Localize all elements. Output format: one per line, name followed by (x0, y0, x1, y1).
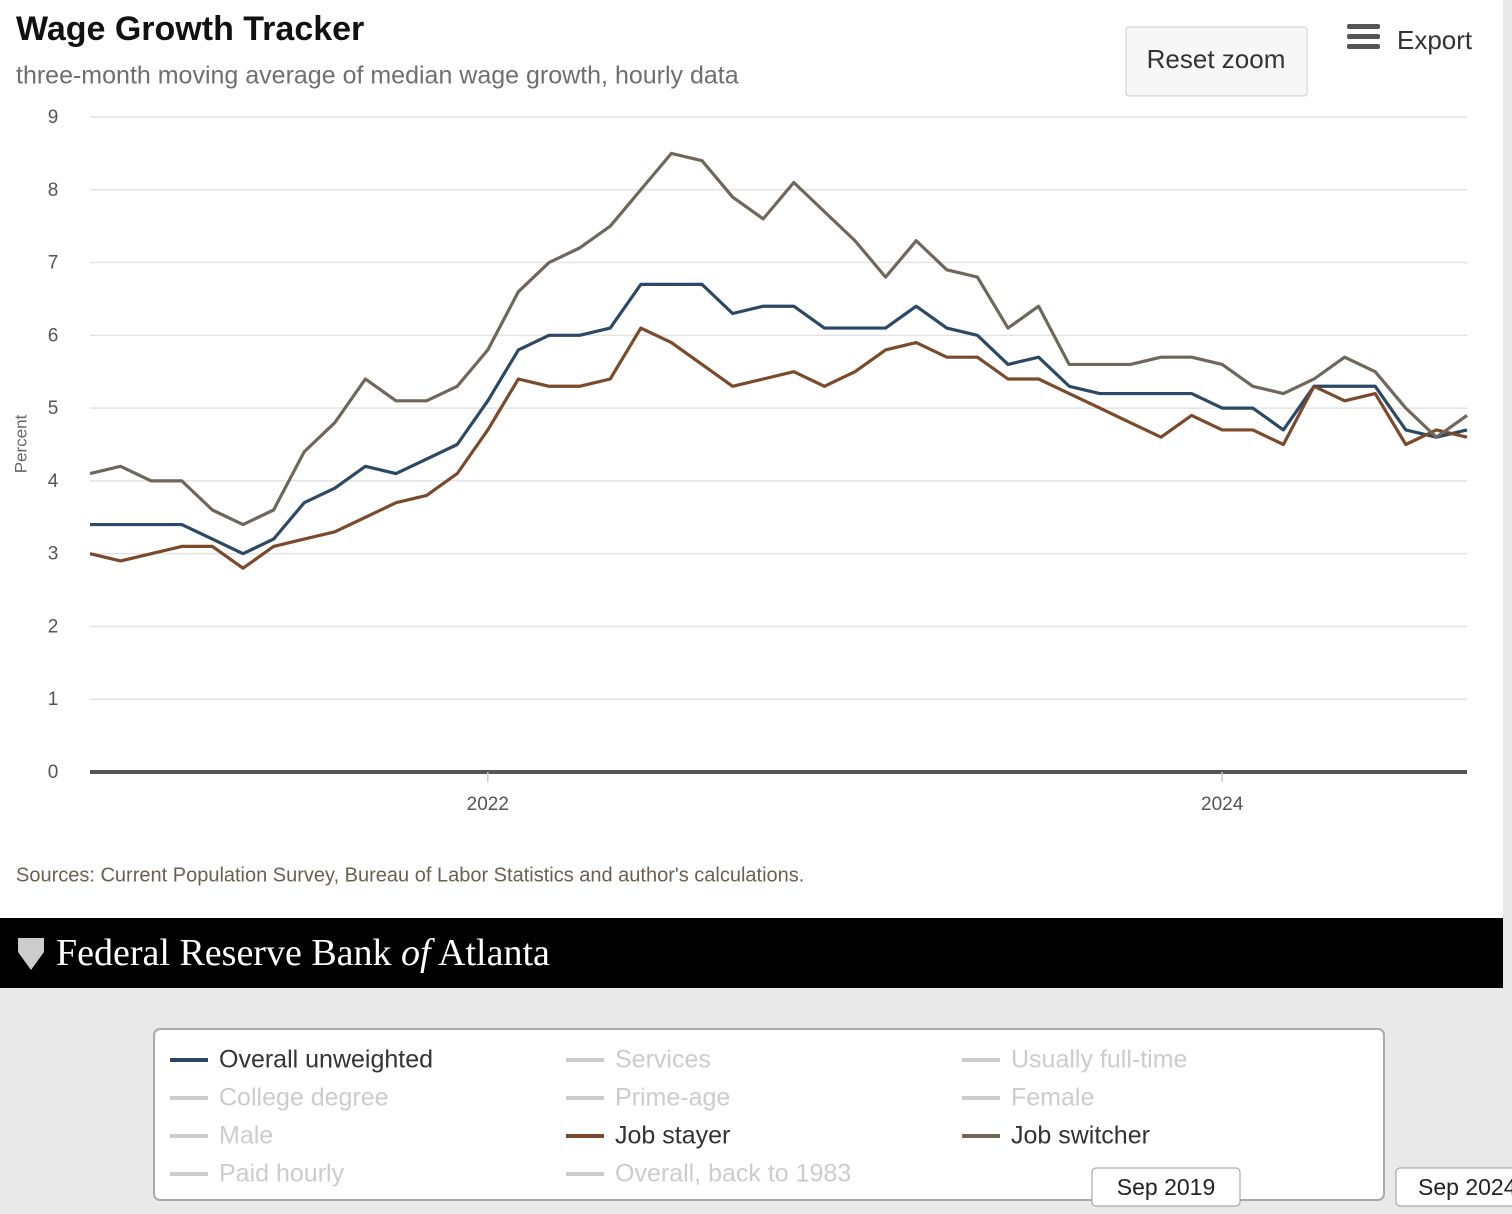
legend-item[interactable]: Usually full-time (962, 1046, 1187, 1074)
y-tick-label: 8 (48, 180, 59, 201)
legend-label[interactable]: Paid hourly (219, 1160, 345, 1188)
navigator-label-box (1395, 1167, 1512, 1207)
navigator-label: Sep 2019 (1091, 1167, 1241, 1207)
menu-icon[interactable] (1347, 24, 1380, 29)
legend-item[interactable]: College degree (170, 1084, 389, 1112)
button-label[interactable]: Reset zoom (1147, 44, 1286, 74)
legend-label[interactable]: Male (219, 1122, 273, 1150)
y-tick-label: 4 (48, 471, 59, 492)
brand-text: of (401, 932, 435, 974)
brand-text: Atlanta (438, 932, 550, 974)
brand-logo (18, 938, 44, 970)
y-tick-label: 2 (48, 616, 59, 637)
y-tick-label: 5 (48, 398, 59, 419)
source-note: Sources: Current Population Survey, Bure… (16, 864, 804, 886)
legend-label[interactable]: Prime-age (615, 1084, 730, 1112)
legend-item[interactable]: Job stayer (566, 1122, 730, 1150)
brand: Federal Reserve Bank of Atlanta (56, 932, 550, 974)
reset-zoom-button[interactable]: Reset zoom (1125, 26, 1308, 97)
navigator-label-text: Sep 2024 (1418, 1174, 1512, 1200)
legend-label[interactable]: Services (615, 1046, 711, 1074)
legend-label[interactable]: Usually full-time (1011, 1046, 1187, 1074)
y-axis-label: Percent (11, 414, 30, 473)
legend-label[interactable]: Job stayer (615, 1122, 730, 1150)
y-tick-label: 6 (48, 325, 59, 346)
legend-label[interactable]: Overall unweighted (219, 1046, 433, 1074)
chart-subtitle: three-month moving average of median wag… (16, 62, 739, 90)
navigator-label-text: Sep 2019 (1117, 1174, 1215, 1200)
menu-icon[interactable] (1347, 34, 1380, 39)
button-frame[interactable] (1125, 26, 1308, 97)
x-tick-label: 2022 (467, 794, 509, 815)
brand-text: Federal Reserve Bank (56, 932, 392, 974)
legend-label[interactable]: College degree (219, 1084, 389, 1112)
button-label[interactable]: Export (1397, 25, 1473, 55)
legend-label[interactable]: Job switcher (1011, 1122, 1150, 1150)
plot-area: 0 1 2 3 4 5 6 7 8 9 2022 2024 (48, 107, 1468, 815)
legend-item[interactable]: Prime-age (566, 1084, 730, 1112)
menu-icon[interactable] (1347, 44, 1380, 49)
legend-label[interactable]: Female (1011, 1084, 1094, 1112)
y-tick-label: 1 (48, 689, 59, 710)
legend-label[interactable]: Overall, back to 1983 (615, 1160, 851, 1188)
export-button[interactable]: Export (1347, 24, 1473, 55)
series-line (90, 282, 1468, 556)
y-tick-label: 0 (48, 762, 59, 783)
chart-title: Wage Growth Tracker (16, 10, 364, 48)
series-line (89, 326, 1468, 570)
legend-item[interactable]: Overall unweighted (170, 1046, 433, 1074)
legend-item[interactable]: Paid hourly (170, 1160, 345, 1188)
y-tick-label: 7 (48, 253, 59, 274)
legend-box (153, 1028, 1385, 1201)
legend-item[interactable]: Overall, back to 1983 (566, 1160, 851, 1188)
legend: Overall unweighted Services Usually full-t… (170, 1046, 1187, 1188)
legend-item[interactable]: Female (962, 1084, 1094, 1112)
series-line (89, 151, 1468, 527)
footer-bar (0, 918, 1503, 988)
x-tick-label: 2024 (1201, 794, 1244, 815)
navigator-label: Sep 2024 (1395, 1167, 1512, 1207)
y-tick-label: 3 (48, 544, 59, 565)
navigator-label-box (1091, 1167, 1241, 1207)
y-tick-label: 9 (48, 107, 59, 128)
chart-background (0, 0, 1503, 918)
legend-item[interactable]: Services (566, 1046, 711, 1074)
legend-item[interactable]: Male (170, 1122, 273, 1150)
legend-item[interactable]: Job switcher (962, 1122, 1150, 1150)
